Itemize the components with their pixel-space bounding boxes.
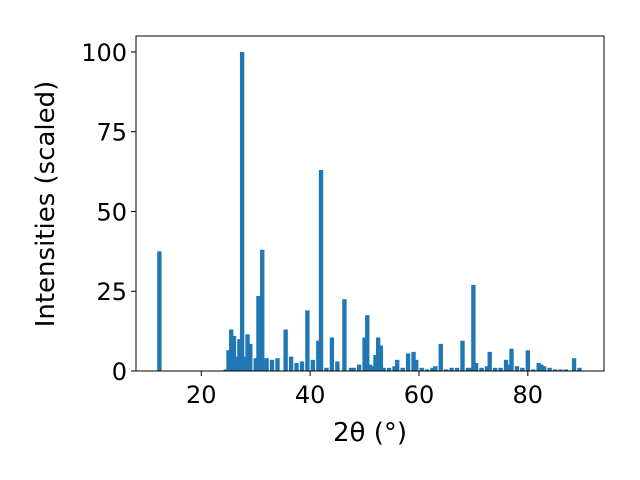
bar xyxy=(288,356,294,371)
bar xyxy=(525,350,530,371)
y-tick-label: 0 xyxy=(112,358,127,386)
bar xyxy=(536,363,541,371)
bar xyxy=(503,359,509,371)
bar xyxy=(318,170,324,371)
bar xyxy=(226,350,231,371)
bar xyxy=(231,335,237,371)
bar xyxy=(342,299,347,371)
bar xyxy=(157,251,162,371)
bar xyxy=(329,337,335,371)
bar xyxy=(370,366,375,371)
y-tick-label: 25 xyxy=(96,278,127,306)
x-axis-label: 2θ (°) xyxy=(333,418,407,448)
bar xyxy=(378,345,384,371)
bar xyxy=(460,340,465,371)
bar xyxy=(449,367,454,371)
bar xyxy=(283,329,288,371)
bar xyxy=(299,361,305,371)
bar xyxy=(386,367,392,371)
bar xyxy=(539,364,544,371)
bar xyxy=(362,337,367,371)
bar xyxy=(335,361,340,371)
bar xyxy=(375,337,381,371)
bar xyxy=(433,366,438,371)
bar xyxy=(392,366,397,371)
bar xyxy=(269,359,275,371)
bar xyxy=(229,329,234,371)
bar xyxy=(223,369,228,371)
bar xyxy=(248,343,253,371)
bar xyxy=(275,358,280,371)
bar xyxy=(563,369,569,371)
bar xyxy=(558,369,563,371)
bar xyxy=(498,367,503,371)
bar xyxy=(264,358,269,371)
bar xyxy=(400,367,405,371)
bar xyxy=(541,366,547,371)
bar xyxy=(411,351,416,371)
bar xyxy=(506,364,511,371)
x-tick-label: 20 xyxy=(186,381,217,409)
y-axis: 0 25 50 75 100 xyxy=(81,39,136,386)
bar xyxy=(351,367,356,371)
bar xyxy=(571,358,577,371)
bar xyxy=(473,363,479,371)
bar xyxy=(468,367,473,371)
bar xyxy=(414,359,419,371)
bar xyxy=(348,367,354,371)
bar xyxy=(479,367,484,371)
y-tick-label: 50 xyxy=(96,198,127,226)
bar xyxy=(438,343,443,371)
bar xyxy=(381,367,386,371)
bar xyxy=(514,366,520,371)
bar xyxy=(509,348,514,371)
bar xyxy=(424,369,430,371)
bar xyxy=(577,367,582,371)
bars-group xyxy=(157,51,582,371)
bar xyxy=(367,364,373,371)
bar xyxy=(253,358,258,371)
bar xyxy=(419,367,424,371)
bar xyxy=(356,364,362,371)
y-tick-label: 100 xyxy=(81,39,127,67)
y-tick-label: 75 xyxy=(96,119,127,147)
bar xyxy=(444,369,449,371)
bar xyxy=(471,284,476,371)
x-tick-label: 80 xyxy=(513,381,544,409)
bar xyxy=(237,339,242,371)
bar xyxy=(405,353,411,371)
x-axis: 20 40 60 80 xyxy=(186,371,543,409)
bar xyxy=(454,367,460,371)
bar xyxy=(487,351,492,371)
bar xyxy=(395,359,400,371)
bar xyxy=(520,367,525,371)
bar xyxy=(294,363,299,371)
bar xyxy=(552,369,558,371)
bar xyxy=(260,249,265,371)
bar xyxy=(547,367,552,371)
bar xyxy=(242,356,248,371)
bar xyxy=(531,369,536,371)
bar xyxy=(373,355,378,371)
bar xyxy=(234,356,239,371)
bar xyxy=(305,310,310,371)
x-tick-label: 40 xyxy=(295,381,326,409)
bar xyxy=(316,340,321,371)
bar xyxy=(245,334,250,371)
bar xyxy=(430,367,435,371)
plot-frame xyxy=(135,35,605,372)
bar xyxy=(256,296,261,371)
bar xyxy=(324,367,329,371)
bar xyxy=(310,359,316,371)
bar xyxy=(365,315,370,371)
y-axis-label: Intensities (scaled) xyxy=(31,81,61,328)
x-tick-label: 60 xyxy=(404,381,435,409)
bar xyxy=(465,367,471,371)
bar xyxy=(492,367,498,371)
bar xyxy=(239,51,245,371)
bar xyxy=(484,366,490,371)
